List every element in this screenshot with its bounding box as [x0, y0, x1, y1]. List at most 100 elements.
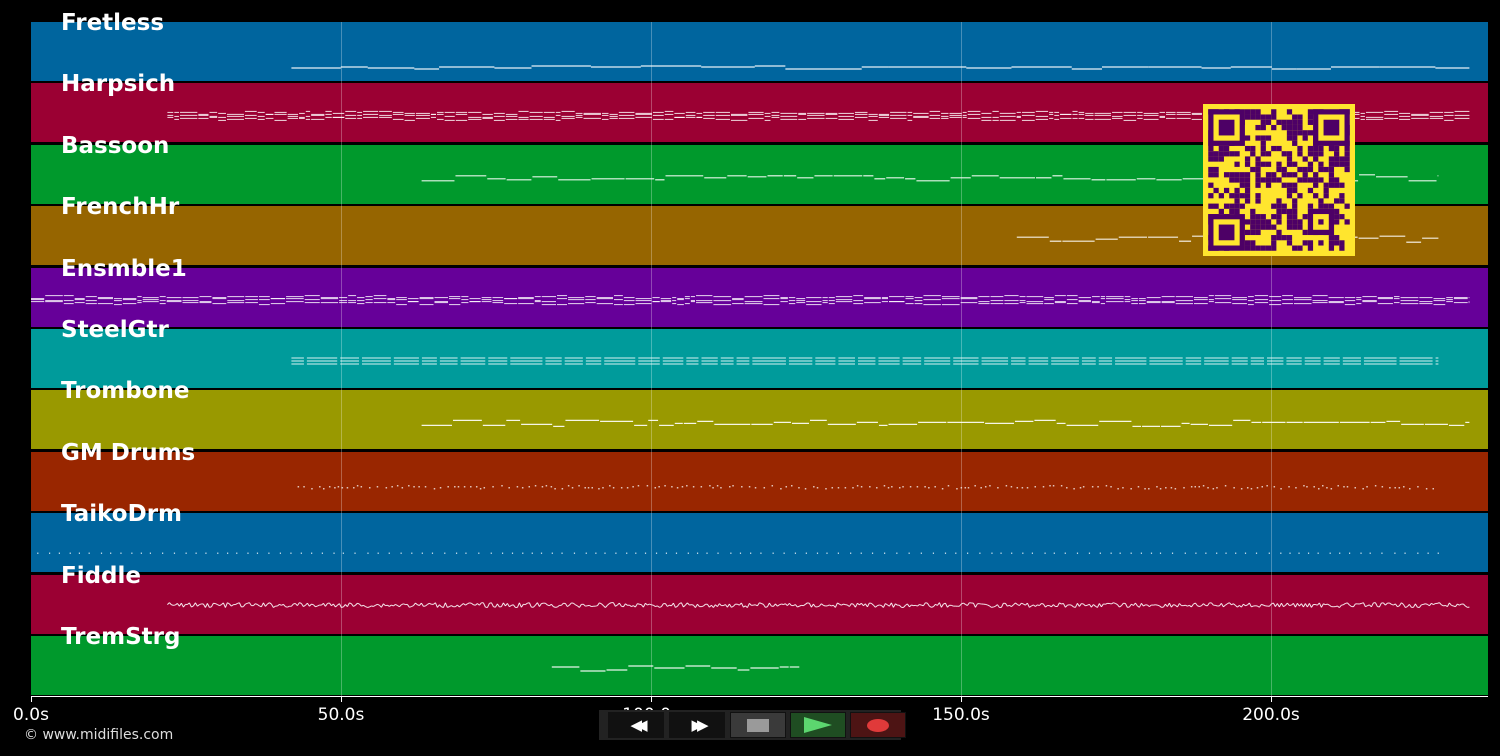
- play-button[interactable]: [790, 712, 846, 738]
- qr-code-icon[interactable]: [1203, 104, 1355, 256]
- record-button[interactable]: [850, 712, 906, 738]
- note-mark: [938, 602, 942, 608]
- note-mark: [471, 602, 474, 606]
- note-mark: [987, 604, 990, 607]
- note-mark: [607, 603, 610, 606]
- note-mark: [631, 605, 634, 608]
- note-mark: [965, 604, 968, 606]
- note-mark: [496, 603, 500, 608]
- fast-forward-button[interactable]: ▶▶: [669, 712, 725, 738]
- note-mark: [427, 602, 430, 605]
- note-mark: [259, 605, 262, 608]
- note-mark: [238, 602, 242, 608]
- note-mark: [951, 604, 954, 607]
- note-mark: [761, 603, 764, 605]
- note-mark: [1004, 603, 1008, 607]
- note-mark: [789, 602, 792, 606]
- note-mark: [1045, 605, 1048, 608]
- note-mark: [890, 602, 894, 608]
- note-mark: [1201, 603, 1204, 607]
- rewind-button[interactable]: ◀◀: [608, 712, 664, 738]
- note-mark: [719, 603, 722, 607]
- note-mark: [269, 602, 272, 605]
- note-mark: [533, 604, 536, 608]
- note-mark: [1190, 603, 1194, 608]
- note-mark: [647, 603, 650, 606]
- note-mark: [490, 602, 494, 607]
- note-mark: [219, 604, 222, 607]
- note-mark: [353, 604, 356, 607]
- note-mark: [781, 603, 784, 606]
- note-mark: [966, 602, 970, 606]
- time-tick: [1271, 696, 1272, 702]
- note-mark: [1138, 603, 1142, 608]
- note-mark: [1176, 603, 1180, 608]
- note-mark: [989, 605, 992, 608]
- track-lane[interactable]: [31, 513, 1488, 573]
- note-mark: [618, 602, 622, 607]
- note-mark: [248, 602, 252, 606]
- note-mark: [1157, 604, 1160, 607]
- note-mark: [1076, 603, 1080, 607]
- note-mark: [1100, 603, 1104, 608]
- note-mark: [1105, 602, 1108, 605]
- note-mark: [823, 604, 826, 607]
- track-lane[interactable]: [31, 22, 1488, 81]
- stop-button[interactable]: [730, 712, 786, 738]
- note-mark: [839, 603, 842, 606]
- gridline: [1271, 22, 1272, 697]
- note-mark: [265, 603, 268, 607]
- track-label: Ensmble1: [61, 255, 187, 282]
- note-mark: [315, 605, 318, 608]
- note-mark: [795, 604, 798, 608]
- track-label: SteelGtr: [61, 317, 169, 343]
- note-mark: [1433, 603, 1436, 606]
- note-mark: [931, 606, 934, 608]
- note-mark: [287, 605, 290, 608]
- note-mark: [906, 603, 910, 608]
- note-mark: [1033, 604, 1036, 607]
- note-mark: [1119, 605, 1122, 608]
- note-mark: [569, 602, 572, 606]
- note-mark: [1147, 604, 1150, 608]
- note-mark: [1294, 603, 1298, 608]
- note-mark: [178, 602, 182, 607]
- track-lane[interactable]: [31, 636, 1488, 695]
- note-mark: [192, 602, 196, 607]
- note-mark: [657, 605, 660, 608]
- note-mark: [731, 605, 734, 608]
- note-mark: [343, 604, 346, 608]
- note-mark: [1370, 602, 1374, 608]
- note-mark: [1035, 604, 1038, 607]
- note-mark: [899, 604, 902, 608]
- note-mark: [1412, 603, 1416, 608]
- time-tick: [341, 696, 342, 702]
- note-mark: [224, 602, 228, 608]
- note-mark: [500, 602, 504, 607]
- note-mark: [1133, 602, 1136, 606]
- note-mark: [680, 602, 684, 608]
- note-mark: [1128, 603, 1132, 608]
- note-mark: [1206, 602, 1210, 607]
- note-mark: [512, 604, 516, 608]
- note-mark: [395, 603, 398, 606]
- transport-controls: ◀◀ ▶▶: [599, 710, 906, 740]
- note-mark: [985, 603, 988, 606]
- note-mark: [773, 603, 776, 607]
- note-mark: [1231, 603, 1234, 606]
- time-tick: [961, 696, 962, 702]
- track-lane[interactable]: [31, 574, 1488, 634]
- track-lane[interactable]: [31, 451, 1488, 511]
- note-mark: [701, 605, 704, 608]
- note-mark: [935, 603, 938, 606]
- note-mark: [746, 603, 750, 608]
- note-mark: [625, 603, 628, 606]
- note-mark: [1223, 604, 1226, 608]
- note-mark: [1431, 602, 1434, 606]
- note-mark: [227, 602, 230, 605]
- note-mark: [1215, 604, 1218, 607]
- note-mark: [391, 604, 394, 607]
- note-mark: [1227, 602, 1230, 605]
- note-mark: [1389, 602, 1392, 605]
